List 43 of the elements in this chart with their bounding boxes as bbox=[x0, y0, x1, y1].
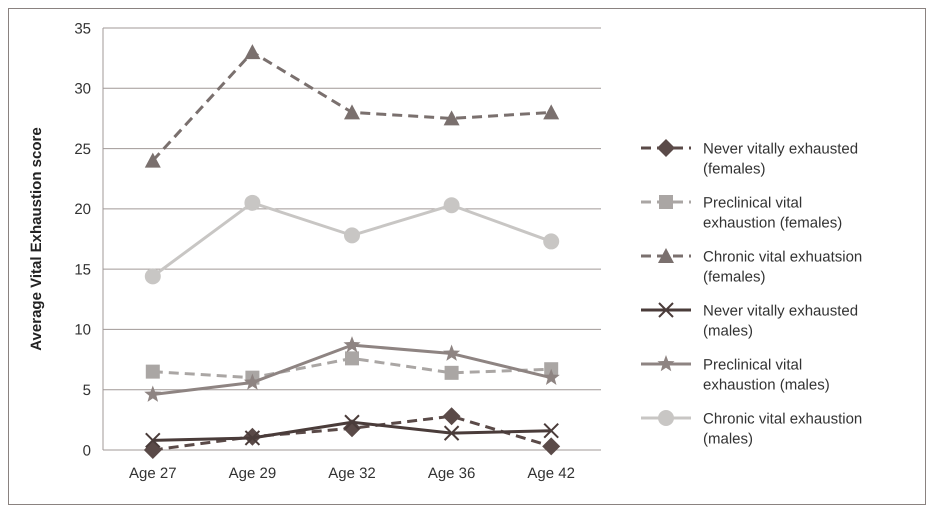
x-tick-label: Age 36 bbox=[428, 465, 476, 482]
point bbox=[343, 336, 361, 352]
point bbox=[244, 44, 260, 60]
legend-label: Chronic vital exhuatsion (females) bbox=[703, 248, 862, 286]
point bbox=[543, 422, 560, 439]
point bbox=[345, 351, 359, 366]
point bbox=[443, 344, 460, 361]
point bbox=[344, 414, 360, 430]
point bbox=[543, 233, 560, 250]
point bbox=[444, 366, 459, 380]
point bbox=[144, 441, 162, 459]
y-tick-label: 0 bbox=[82, 442, 91, 460]
x-tick-label: Age 29 bbox=[228, 465, 276, 482]
y-tick-label: 5 bbox=[82, 382, 91, 399]
point bbox=[144, 432, 161, 448]
point bbox=[144, 386, 162, 402]
point bbox=[344, 104, 360, 120]
point bbox=[144, 152, 161, 168]
x-tick-label: Age 27 bbox=[129, 465, 177, 482]
point bbox=[444, 197, 460, 214]
y-tick-label: 35 bbox=[74, 20, 91, 38]
legend-label: Never vitally exhausted (males) bbox=[703, 302, 858, 340]
legend-label: Preclinical vital exhaustion (males) bbox=[703, 356, 830, 394]
point bbox=[144, 268, 161, 284]
point bbox=[542, 437, 560, 456]
point bbox=[344, 227, 360, 244]
legend-label: Preclinical vital exhaustion (females) bbox=[703, 194, 842, 232]
y-tick-label: 20 bbox=[74, 201, 91, 218]
y-tick-label: 25 bbox=[74, 140, 91, 158]
legend-label: Chronic vital exhaustion (males) bbox=[703, 410, 862, 448]
x-tick-label: Age 32 bbox=[328, 465, 376, 482]
point bbox=[146, 364, 160, 379]
legend-label: Never vitally exhausted (females) bbox=[703, 140, 858, 178]
point bbox=[444, 425, 460, 442]
point bbox=[444, 110, 460, 126]
y-tick-label: 30 bbox=[74, 80, 91, 98]
point bbox=[543, 104, 560, 120]
y-axis-title: Average Vital Exhaustion score bbox=[28, 127, 45, 351]
y-tick-label: 15 bbox=[74, 261, 91, 278]
y-tick-label: 10 bbox=[74, 322, 91, 339]
point bbox=[244, 194, 260, 211]
x-tick-label: Age 42 bbox=[527, 465, 575, 482]
point bbox=[442, 407, 461, 426]
